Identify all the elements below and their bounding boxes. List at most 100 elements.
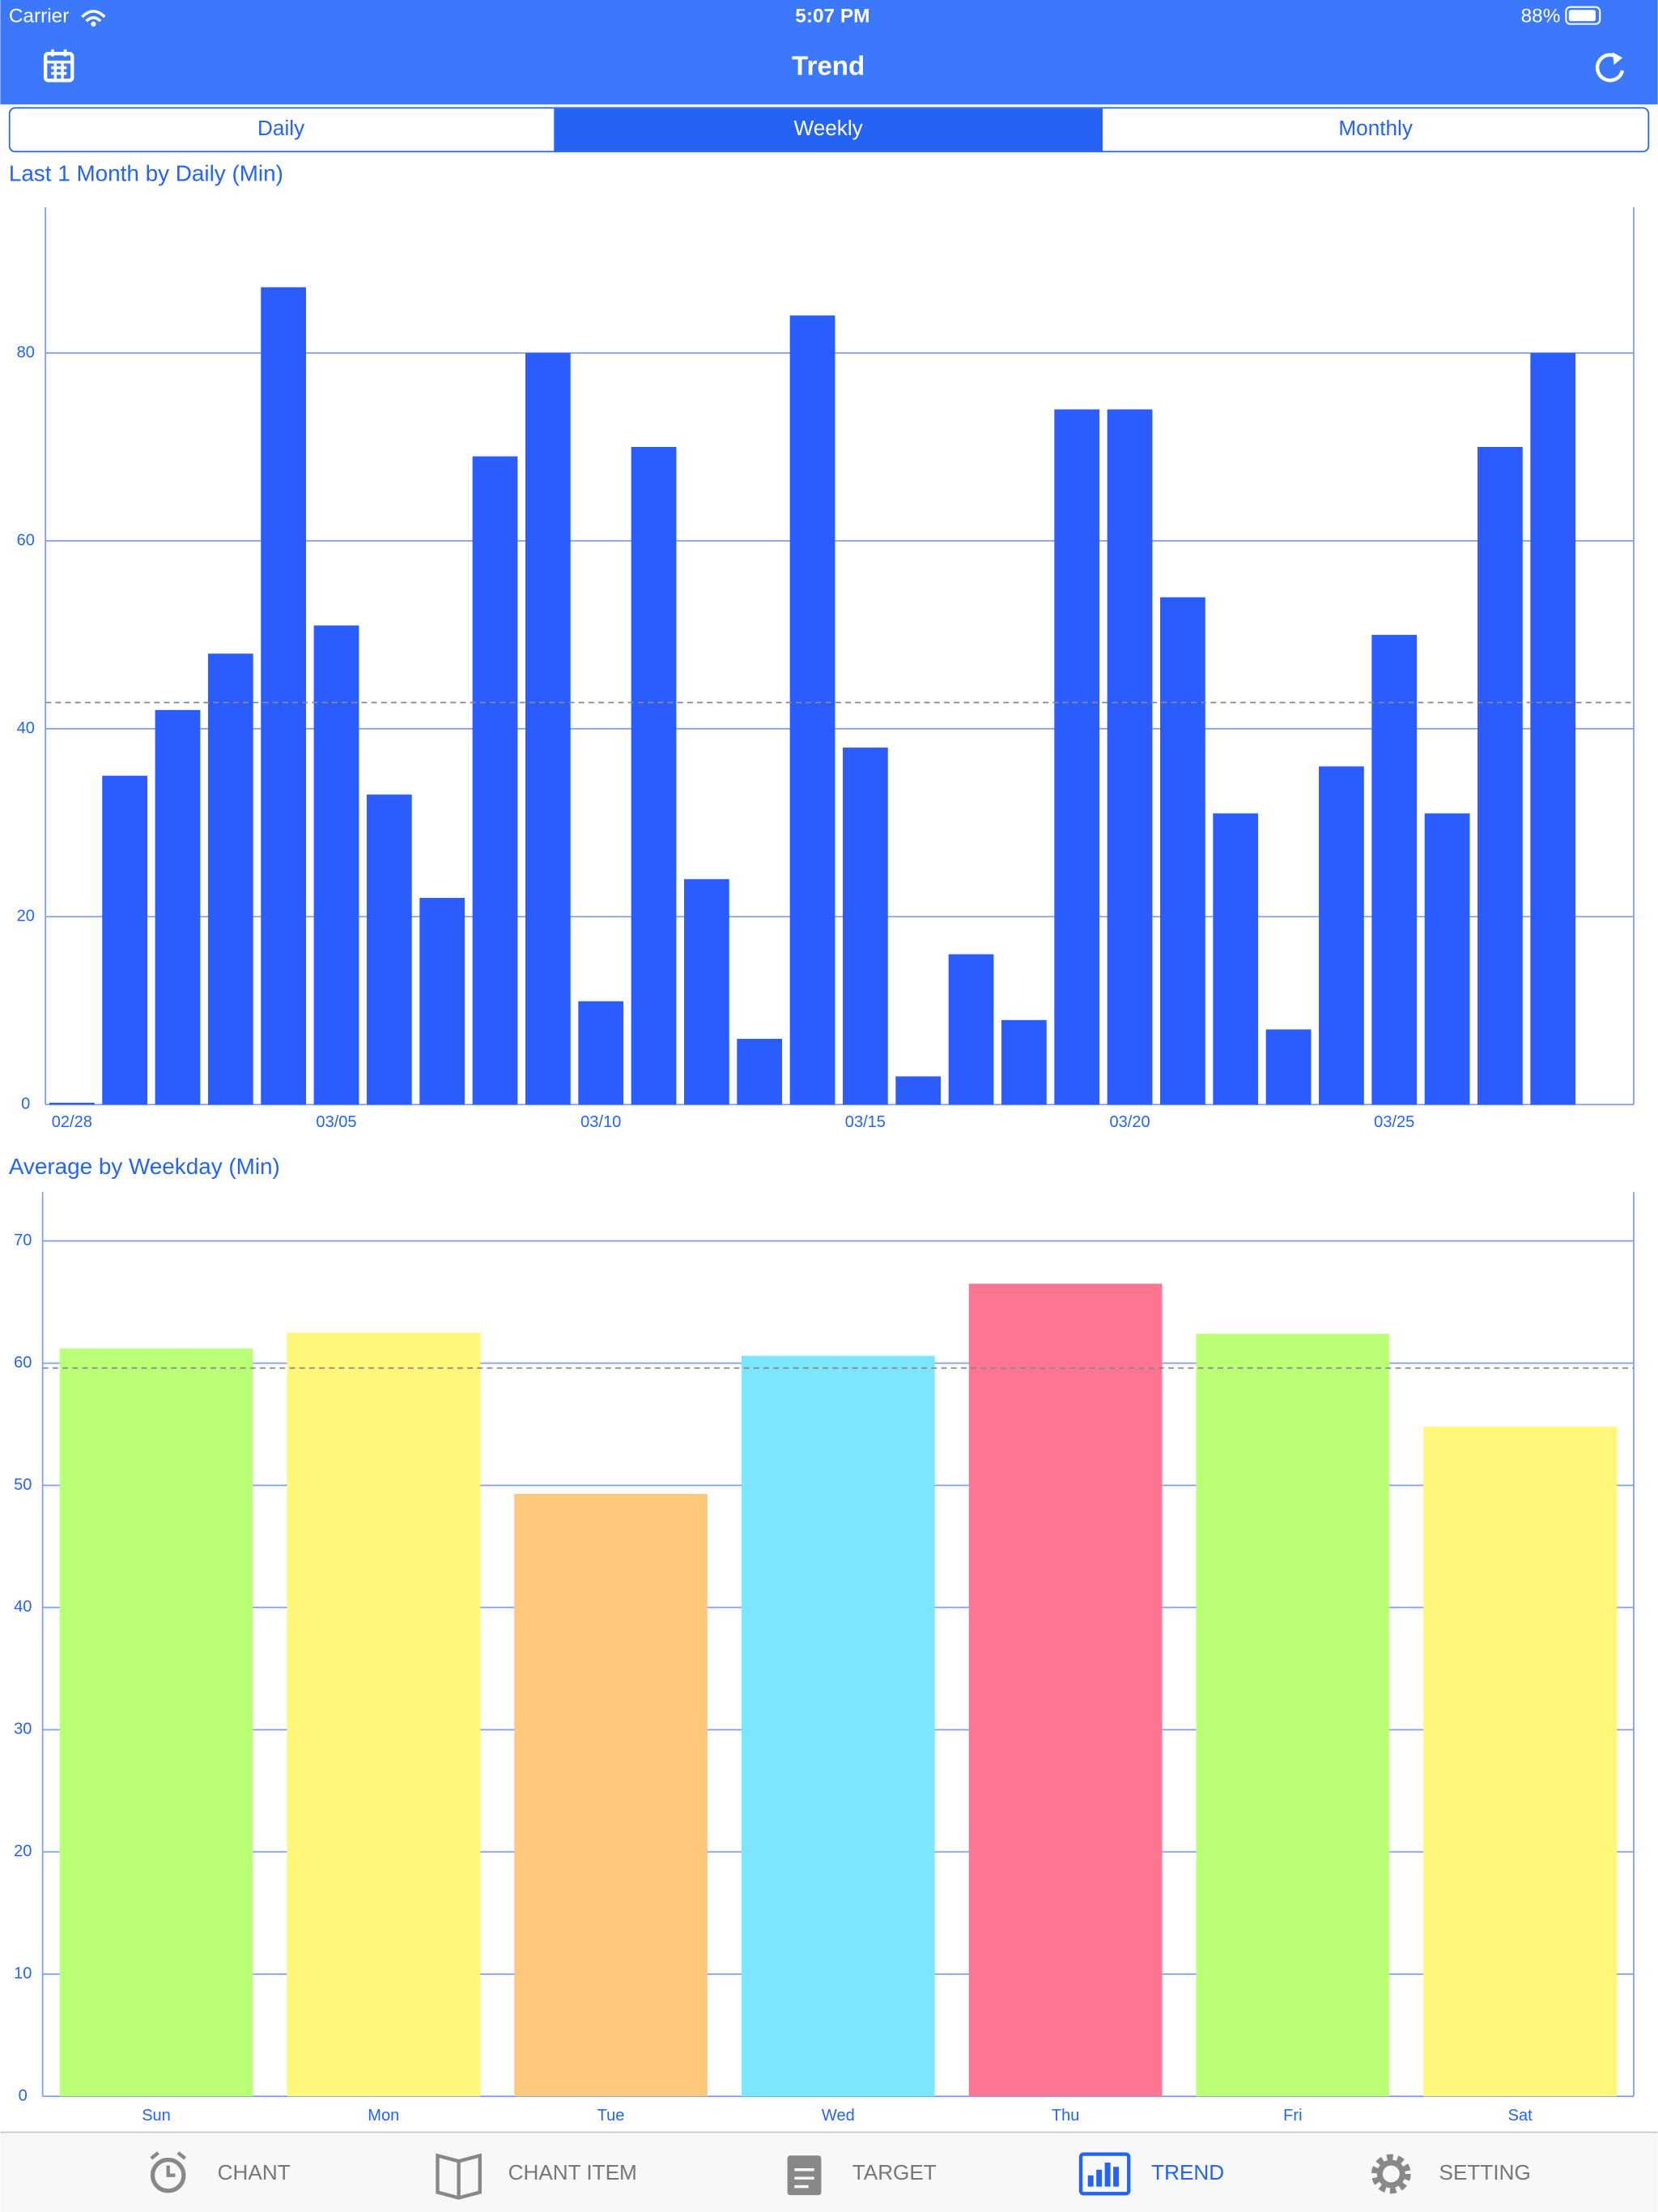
wifi-icon (81, 10, 106, 23)
refresh-button[interactable] (1595, 52, 1625, 83)
bar (1424, 813, 1470, 1105)
bar (578, 1001, 624, 1105)
y-tick-label: 80 (17, 343, 35, 361)
tab-trend[interactable]: TREND (1078, 2152, 1224, 2196)
x-tick-label: Sun (142, 2107, 171, 2125)
bar (49, 1102, 95, 1105)
bar (1054, 409, 1100, 1105)
battery-icon (1565, 6, 1601, 25)
bar (313, 625, 359, 1105)
bar (207, 653, 253, 1105)
x-tick-label: Sat (1508, 2107, 1533, 2125)
bar (155, 709, 201, 1105)
header-bg (0, 0, 1658, 104)
tab-label: CHANT (218, 2160, 291, 2184)
bar (968, 1283, 1163, 2097)
bar (1160, 597, 1205, 1105)
tab-label: CHANT ITEM (508, 2160, 637, 2184)
bar (631, 447, 677, 1105)
tab-icon (1371, 2154, 1411, 2194)
x-tick-label: Wed (822, 2107, 855, 2125)
calendar-icon (43, 52, 74, 83)
bar (842, 747, 888, 1105)
x-tick-label: Thu (1052, 2107, 1080, 2125)
battery-text: 88% (1521, 5, 1561, 27)
tab-icon-detail (1087, 2163, 1120, 2187)
bar (59, 1348, 253, 2097)
bar (1477, 447, 1523, 1105)
tab-target[interactable]: TARGET (787, 2155, 937, 2196)
x-tick-label: 03/10 (580, 1113, 621, 1131)
bar (419, 897, 466, 1105)
bar (683, 878, 729, 1105)
y-tick-label: 60 (17, 531, 35, 549)
tab-icon (1078, 2152, 1131, 2196)
tab-label: TARGET (852, 2160, 937, 2184)
bar (525, 352, 571, 1105)
bar (737, 1039, 783, 1105)
bar (261, 287, 307, 1105)
segment-monthly[interactable]: Monthly (1338, 116, 1413, 140)
bar (1196, 1334, 1390, 2097)
chart-title: Average by Weekday (Min) (9, 1154, 280, 1179)
y-tick-label: 0 (19, 2087, 28, 2104)
battery-level (1568, 10, 1596, 22)
y-tick-label: 20 (14, 1843, 32, 1861)
bar (472, 456, 518, 1105)
bar (287, 1332, 481, 2097)
y-tick-label: 20 (17, 907, 35, 925)
segment-selected (555, 108, 1103, 151)
y-tick-label: 30 (14, 1721, 32, 1738)
x-tick-label: Mon (368, 2107, 399, 2125)
bar (1371, 635, 1418, 1105)
charts: 0 20 40 60 80 02/28 03/05 03/10 03/15 03/20 03/25 0… (14, 207, 1635, 2125)
bar (366, 794, 412, 1105)
bar (741, 1355, 935, 2097)
x-tick-label: 03/15 (845, 1113, 886, 1131)
x-tick-label: 03/20 (1110, 1113, 1150, 1131)
bar (102, 776, 148, 1105)
refresh-icon (1595, 53, 1625, 83)
x-tick-label: Fri (1283, 2107, 1302, 2125)
bar (895, 1076, 942, 1105)
refresh-arrow (1612, 52, 1623, 66)
bar (789, 315, 835, 1105)
tab-icon (150, 2157, 186, 2193)
tab-label: SETTING (1439, 2160, 1531, 2184)
y-tick-label: 50 (14, 1476, 32, 1494)
tab-chant-item[interactable]: CHANT ITEM (436, 2153, 637, 2200)
bar (1107, 409, 1153, 1105)
bar (948, 954, 994, 1105)
calendar-lines (45, 49, 73, 81)
tab-icon-detail (1376, 2159, 1405, 2189)
y-tick-label: 60 (14, 1354, 32, 1372)
bar (1530, 352, 1576, 1105)
tab-label: TREND (1151, 2160, 1224, 2184)
calendar-button[interactable] (43, 49, 74, 83)
bar (1001, 1019, 1047, 1105)
y-tick-label: 0 (21, 1095, 30, 1113)
y-tick-label: 10 (14, 1964, 32, 1982)
bar (514, 1494, 708, 2097)
bar (1319, 766, 1364, 1105)
y-tick-label: 40 (17, 719, 35, 737)
carrier: Carrier (9, 5, 69, 27)
segment-daily[interactable]: Daily (257, 116, 305, 140)
wifi-dot (91, 21, 96, 27)
x-tick-label: 03/05 (316, 1113, 356, 1131)
tab-chant[interactable]: CHANT (150, 2151, 291, 2193)
tab-setting[interactable]: SETTING (1371, 2154, 1531, 2194)
bar (1423, 1427, 1617, 2097)
segment-weekly[interactable]: Weekly (794, 116, 864, 140)
bar (1213, 813, 1259, 1105)
clock: 5:07 PM (795, 5, 869, 27)
x-tick-label: 02/28 (52, 1113, 92, 1131)
x-tick-label: Tue (597, 2107, 625, 2125)
tab-icon (436, 2153, 482, 2200)
nav-title: Trend (792, 51, 865, 81)
y-tick-label: 40 (14, 1598, 32, 1616)
tab-icon-detail (794, 2167, 814, 2189)
tab-icon-detail (150, 2151, 186, 2177)
